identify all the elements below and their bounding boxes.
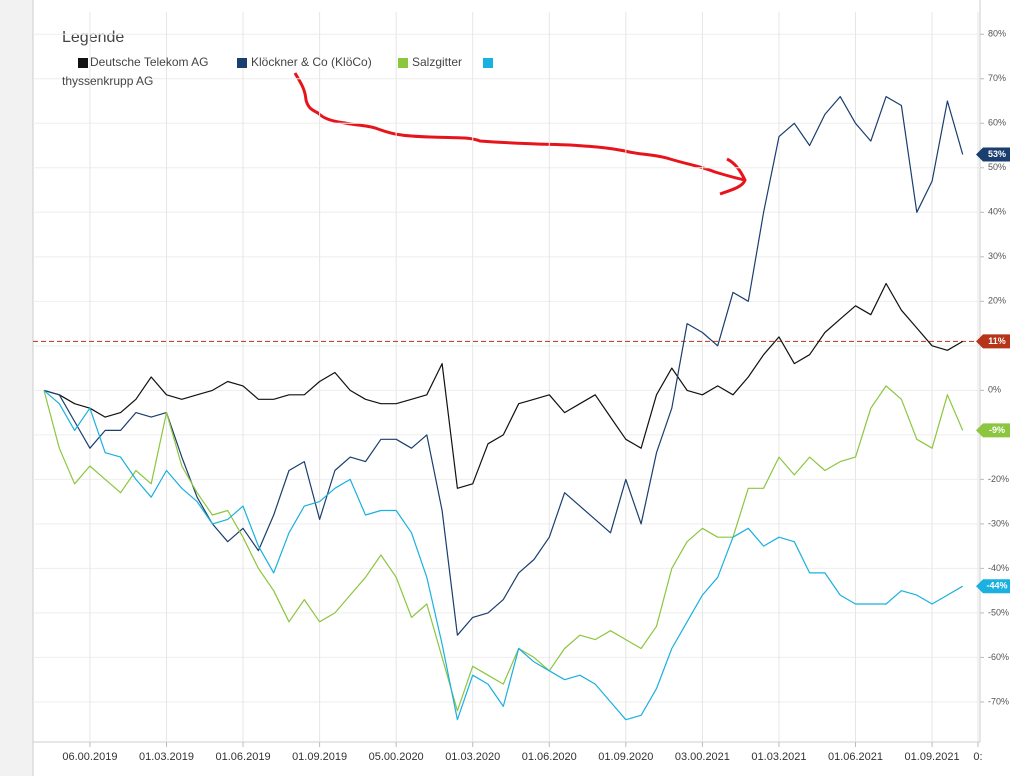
y-tick-label: 20%: [988, 296, 1006, 306]
reference-badge: [976, 334, 1010, 349]
x-tick-label: 01.09.2020: [598, 751, 653, 763]
series-line: [43, 389, 964, 721]
x-tick-label: 01.09.2021: [905, 751, 960, 763]
y-tick-label: 40%: [988, 207, 1006, 217]
x-tick-label: 01.09.2019: [292, 751, 347, 763]
page-margin: [0, 0, 33, 776]
y-tick-label: -40%: [988, 563, 1009, 573]
legend-title: Legende: [62, 29, 124, 46]
y-tick-label: -20%: [988, 474, 1009, 484]
legend-label: thyssenkrupp AG: [62, 74, 153, 88]
reference-badge-text: 11%: [988, 336, 1006, 346]
x-tick-label: 01.06.2021: [828, 751, 883, 763]
series-end-badge: [976, 579, 1010, 594]
legend-label: Salzgitter: [412, 55, 462, 69]
x-tick-label: 01.03.2020: [445, 751, 500, 763]
x-tick-label: 01.03.2019: [139, 751, 194, 763]
legend-label: Klöckner & Co (KlöCo): [251, 55, 372, 69]
legend-swatch: [398, 58, 408, 68]
y-tick-label: -50%: [988, 607, 1009, 617]
x-tick-label: 05.00.2020: [369, 751, 424, 763]
annotation-scribble: [293, 72, 747, 196]
y-tick-label: 30%: [988, 251, 1006, 261]
series-end-badge: [976, 423, 1010, 438]
y-tick-label: -30%: [988, 518, 1009, 528]
legend-swatch: [78, 58, 88, 68]
x-tick-label: 01.03.2021: [751, 751, 806, 763]
legend-swatch: [237, 58, 247, 68]
y-tick-label: 70%: [988, 73, 1006, 83]
y-tick-label: -70%: [988, 696, 1009, 706]
series-line: [43, 282, 964, 489]
series-end-badge-text: -44%: [986, 581, 1007, 591]
series-end-badge: [976, 147, 1010, 162]
x-tick-label: 01.06.2019: [216, 751, 271, 763]
series-line: [43, 385, 964, 712]
legend-swatch: [483, 58, 493, 68]
y-tick-label: 0%: [988, 385, 1001, 395]
x-tick-label: 01.06.2020: [522, 751, 577, 763]
x-tick-label: 0:: [973, 751, 982, 763]
y-tick-label: 60%: [988, 118, 1006, 128]
y-tick-label: 80%: [988, 29, 1006, 39]
legend-label: Deutsche Telekom AG: [90, 55, 209, 69]
series-line: [43, 96, 964, 636]
y-tick-label: -60%: [988, 652, 1009, 662]
x-tick-label: 03.00.2021: [675, 751, 730, 763]
x-tick-label: 06.00.2019: [62, 751, 117, 763]
y-tick-label: 50%: [988, 162, 1006, 172]
series-end-badge-text: 53%: [988, 149, 1006, 159]
series-end-badge-text: -9%: [989, 425, 1005, 435]
